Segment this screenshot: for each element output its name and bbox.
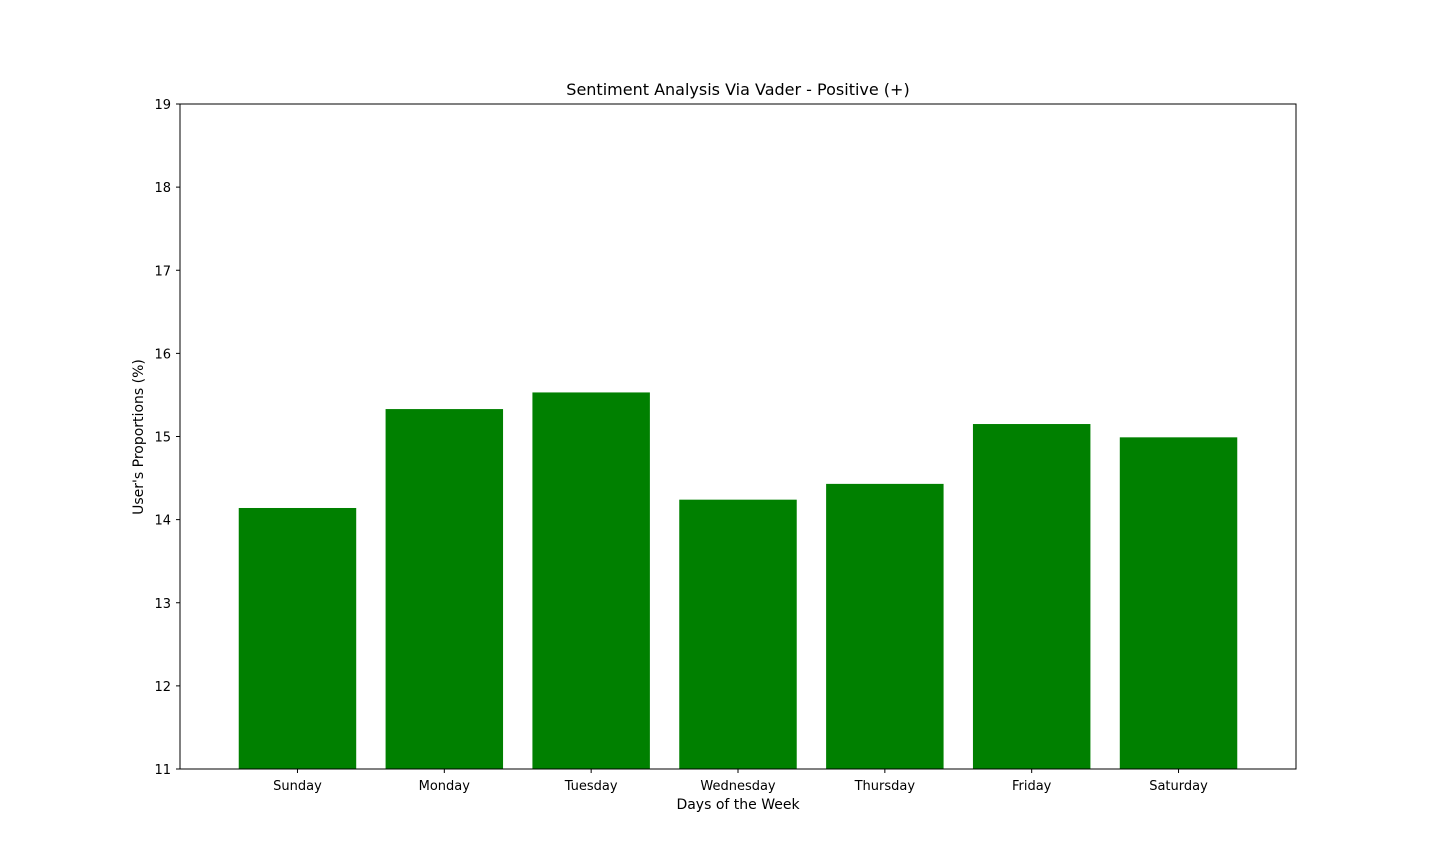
y-tick-label: 19 bbox=[154, 98, 171, 113]
bars-layer bbox=[238, 392, 1238, 769]
y-axis: 11 12 13 14 15 16 17 18 19 bbox=[154, 98, 180, 778]
x-tick-label-wednesday: Wednesday bbox=[700, 779, 776, 794]
x-tick-label-monday: Monday bbox=[419, 779, 471, 794]
bar-sunday bbox=[238, 507, 357, 769]
x-tick-label-friday: Friday bbox=[1012, 779, 1052, 794]
bar-wednesday bbox=[679, 499, 797, 769]
y-tick-label: 12 bbox=[154, 680, 171, 695]
bar-saturday bbox=[1119, 437, 1238, 769]
x-axis-label: Days of the Week bbox=[676, 797, 800, 813]
x-axis: Sunday Monday Tuesday Wednesday Thursday Frid… bbox=[273, 769, 1208, 794]
x-tick-label-saturday: Saturday bbox=[1149, 779, 1208, 794]
y-tick-label: 16 bbox=[154, 347, 171, 362]
y-tick-label: 18 bbox=[154, 181, 171, 196]
y-tick-label: 13 bbox=[154, 597, 171, 612]
chart-title: Sentiment Analysis Via Vader - Positive … bbox=[566, 80, 909, 99]
y-axis-label: User's Proportions (%) bbox=[131, 359, 147, 515]
y-tick-label: 17 bbox=[154, 264, 171, 279]
bar-tuesday bbox=[532, 392, 650, 769]
bar-thursday bbox=[826, 483, 944, 769]
bar-friday bbox=[972, 424, 1091, 769]
x-tick-label-thursday: Thursday bbox=[854, 779, 916, 794]
x-tick-label-tuesday: Tuesday bbox=[564, 779, 618, 794]
x-tick-label-sunday: Sunday bbox=[273, 779, 322, 794]
bar-monday bbox=[385, 409, 504, 769]
y-tick-label: 15 bbox=[154, 431, 171, 446]
y-tick-label: 11 bbox=[154, 763, 171, 778]
y-tick-label: 14 bbox=[154, 514, 171, 529]
